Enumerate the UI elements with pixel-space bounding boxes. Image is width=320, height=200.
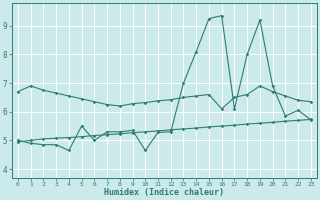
- X-axis label: Humidex (Indice chaleur): Humidex (Indice chaleur): [104, 188, 224, 197]
